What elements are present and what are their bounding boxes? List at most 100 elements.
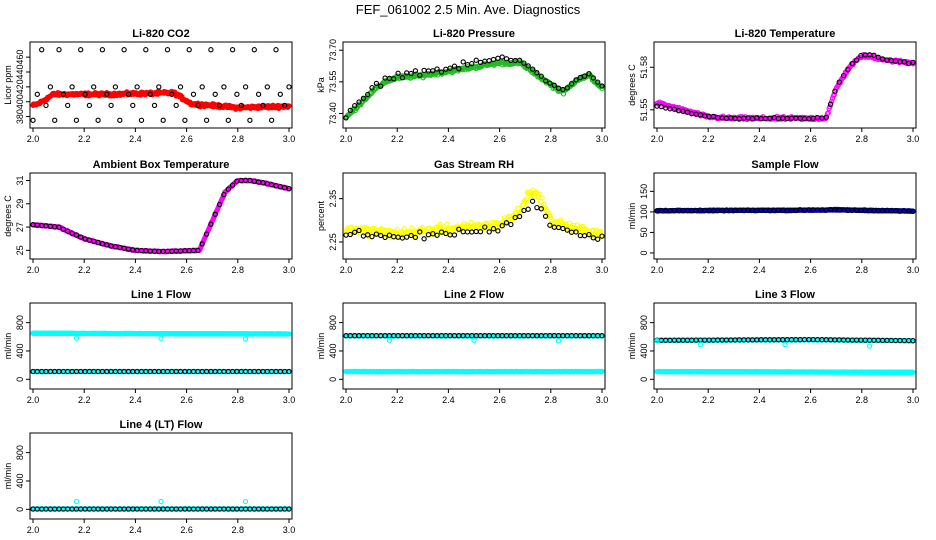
data-point [112,84,119,90]
x-tick-label: 2.8 [856,265,869,275]
y-tick-label: 0 [639,377,649,382]
y-tick-label: 73.40 [328,102,338,125]
data-point [599,85,605,92]
x-tick-label: 3.0 [283,265,296,275]
x-tick-label: 2.4 [129,395,142,405]
series-2-5-min-avg [654,207,916,214]
plot-frame [29,432,293,520]
y-tick-label: 400 [15,94,25,109]
data-point [173,102,179,109]
data-point [386,337,393,343]
data-point [495,228,501,234]
y-tick-label: 440 [15,64,25,79]
data-point [277,91,283,97]
data-point [286,185,292,192]
data-point [910,59,916,66]
data-point [586,231,592,238]
data-point [529,198,536,204]
data-point [130,102,136,109]
data-point [875,54,881,60]
data-point [60,91,67,97]
data-point [347,231,353,238]
data-point [456,66,462,72]
data-point [408,232,414,239]
x-tick-label: 3.0 [907,265,920,275]
plot-frame [342,302,606,390]
data-point [158,498,164,505]
x-tick-label: 2.0 [27,265,40,275]
series-outliers [73,335,249,342]
data-point [490,226,497,232]
data-point [169,91,175,97]
y-tick-label: 73.55 [328,71,338,94]
data-point [352,229,358,235]
x-tick-label: 2.8 [232,134,245,144]
data-point [208,221,214,227]
x-tick-label: 2.4 [129,525,142,535]
figure-title: FEF_061002 2.5 Min. Ave. Diagnostics [356,2,581,17]
data-point [108,102,114,109]
data-point [451,232,458,238]
panel-title: Sample Flow [751,159,819,171]
data-point [829,98,835,104]
x-tick-label: 2.4 [129,134,142,144]
data-point [599,233,605,239]
data-point [599,83,605,89]
data-point [595,79,601,85]
y-tick-label: 800 [328,315,338,330]
data-points [30,330,292,375]
data-point [369,225,376,232]
data-point [464,229,471,235]
data-point [352,103,358,109]
data-point [697,341,704,348]
x-tick-label: 2.2 [391,265,404,275]
data-point [78,234,84,240]
data-point [242,336,249,342]
data-point [590,235,596,241]
data-point [356,227,362,234]
y-tick-label: 800 [639,315,649,330]
data-point [573,229,579,235]
data-points [654,206,916,214]
data-point [369,85,375,91]
x-tick-label: 2.0 [651,265,664,275]
data-point [542,213,549,219]
data-point [827,101,834,108]
x-axis: 2.0 2.2 2.4 2.6 2.8 3.0 [340,259,608,275]
data-point [477,229,484,235]
data-point [534,204,540,211]
data-point [242,84,249,90]
panel-title: Line 2 Flow [444,289,504,301]
plot-frame [653,41,917,129]
x-axis: 2.0 2.2 2.4 2.6 2.8 3.0 [340,389,608,405]
x-tick-label: 2.6 [180,395,193,405]
y-axis-label: percent [316,200,326,231]
data-point [536,191,543,197]
series-low-cyan [343,368,605,375]
plot-frame [653,172,917,260]
data-point [73,498,80,505]
plot-frame [29,172,293,260]
data-point [564,85,570,91]
data-point [30,117,36,123]
x-tick-label: 2.8 [545,265,558,275]
series-2-5-min-avg [343,54,605,121]
data-points [30,47,292,123]
data-point [182,117,188,123]
x-tick-label: 2.8 [232,395,245,405]
x-tick-label: 2.6 [804,395,817,405]
series-high [30,330,292,337]
data-point [568,81,575,87]
data-point [417,72,423,78]
data-point [538,206,544,212]
data-point [225,117,231,123]
data-point [91,84,97,90]
data-point [597,228,603,234]
data-point [524,196,530,202]
series-1-min [654,52,916,123]
data-point [156,84,162,90]
